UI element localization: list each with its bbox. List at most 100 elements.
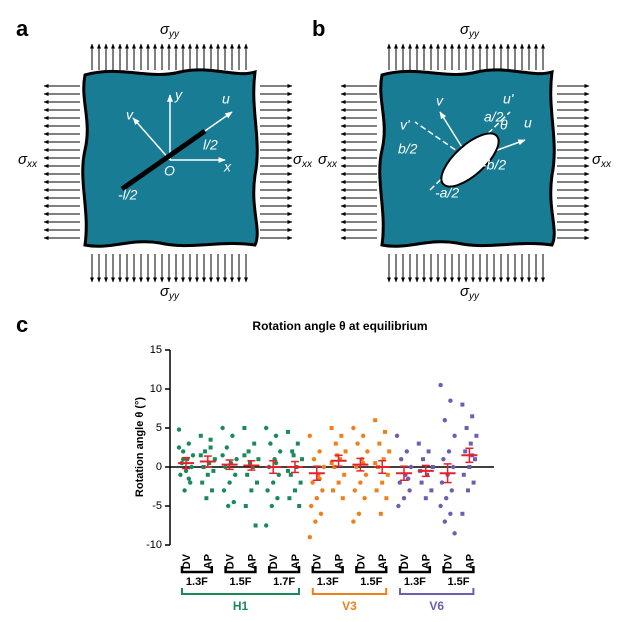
label: v (436, 93, 444, 109)
point (204, 496, 209, 501)
stress-arrows (43, 43, 293, 283)
point (224, 445, 229, 450)
bracket (398, 566, 432, 574)
point (271, 480, 276, 485)
stress-label: σyy (460, 21, 480, 40)
point (317, 449, 322, 454)
point (250, 465, 255, 469)
bracket (311, 566, 344, 574)
point (425, 472, 430, 477)
point (183, 468, 189, 474)
point (245, 472, 250, 477)
point (286, 429, 290, 434)
point (438, 382, 443, 388)
point (286, 468, 290, 473)
x-tick-label: DV (399, 553, 411, 569)
point (351, 425, 356, 431)
point (207, 461, 212, 466)
point (268, 441, 273, 446)
symbol: σ (460, 21, 470, 38)
point (467, 465, 472, 469)
point (313, 519, 318, 524)
point (339, 433, 344, 438)
point (452, 531, 457, 536)
point (190, 453, 196, 458)
point (362, 496, 367, 501)
point (358, 480, 363, 485)
x-tick-label: AP (246, 554, 258, 569)
point (253, 523, 258, 528)
point (273, 460, 279, 466)
family-label: V6 (429, 599, 444, 613)
point (333, 441, 338, 446)
point (223, 464, 228, 470)
point (255, 480, 259, 485)
point (290, 449, 295, 454)
point (264, 425, 269, 431)
stress-arrows (340, 43, 590, 283)
stress-label: σxx (318, 151, 338, 170)
stress-label: σxx (592, 151, 612, 170)
point (399, 457, 404, 462)
panel-label: c (16, 312, 28, 337)
point (176, 427, 182, 432)
point (310, 480, 315, 485)
subscript: xx (301, 159, 313, 170)
y-tick-label: -10 (146, 539, 162, 551)
point (354, 464, 359, 470)
point (220, 425, 225, 431)
point (340, 496, 345, 501)
stress-label: σyy (460, 283, 480, 302)
label: x (223, 159, 232, 175)
point (233, 472, 238, 477)
point (444, 496, 449, 501)
x-tick-label: AP (290, 554, 302, 569)
point (471, 480, 476, 485)
point (295, 441, 300, 446)
point (401, 496, 407, 501)
point (384, 496, 389, 501)
point (269, 503, 274, 509)
point (189, 464, 194, 470)
label: θ (500, 117, 508, 133)
point (212, 457, 217, 462)
point (186, 476, 191, 481)
point (378, 511, 383, 516)
point (297, 504, 302, 508)
point (186, 441, 191, 446)
point (252, 441, 257, 446)
point (226, 503, 231, 509)
label: -b/2 (482, 157, 506, 173)
point (439, 480, 445, 485)
label: y (174, 87, 183, 103)
point (176, 445, 182, 450)
point (441, 457, 446, 462)
y-tick-label: 10 (150, 383, 162, 395)
point (178, 472, 183, 477)
x-tick-label: AP (334, 554, 346, 569)
symbol: σ (592, 151, 602, 168)
point (203, 449, 207, 454)
condition-label: 1.3F (404, 576, 426, 588)
point (449, 488, 454, 493)
symbol: σ (318, 151, 328, 168)
subscript: yy (168, 291, 180, 302)
point (331, 488, 335, 493)
condition-label: 1.7F (273, 576, 295, 588)
family-bracket (181, 588, 300, 595)
point (343, 449, 348, 454)
point (338, 457, 342, 462)
point (208, 445, 213, 450)
point (208, 437, 213, 442)
point (426, 449, 431, 454)
x-tick-label: AP (377, 554, 389, 569)
point (374, 488, 379, 493)
stress-label: σxx (293, 151, 313, 170)
point (273, 433, 279, 438)
point (210, 488, 214, 493)
point (287, 496, 292, 501)
point (275, 496, 280, 501)
bracket (224, 566, 257, 574)
point (200, 480, 205, 485)
point (460, 402, 465, 407)
